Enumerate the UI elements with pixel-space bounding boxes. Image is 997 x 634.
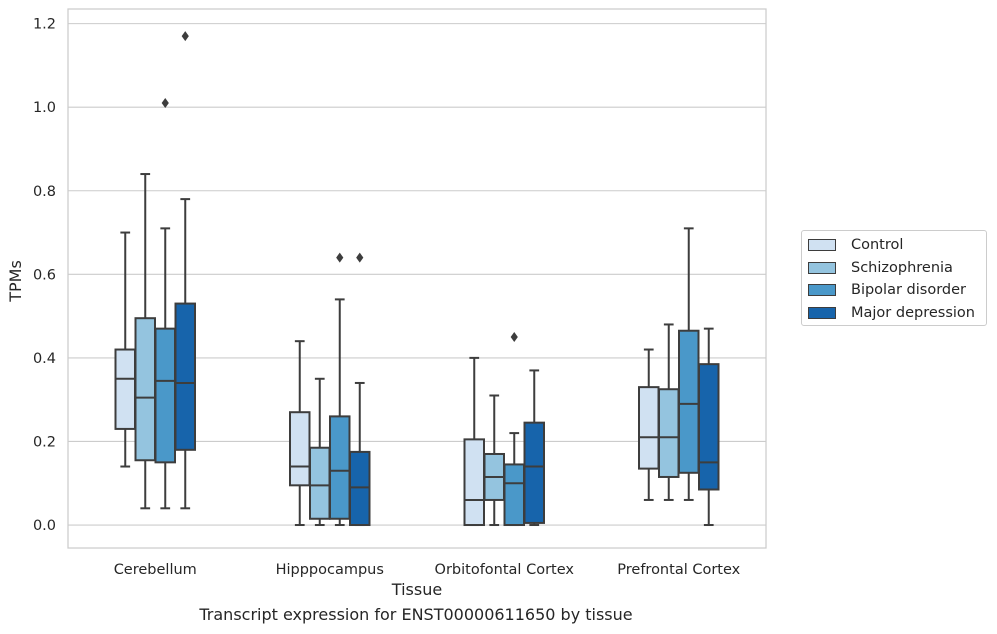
plot-frame <box>67 8 767 549</box>
box-3-2 <box>678 227 700 501</box>
box-3-0 <box>638 348 660 501</box>
y-tick-label: 0.0 <box>33 518 56 534</box>
legend-label: Bipolar disorder <box>851 282 966 298</box>
boxes <box>114 31 720 527</box>
outlier-marker <box>181 31 189 42</box>
iqr-box <box>503 463 525 527</box>
box-2-0 <box>463 356 485 527</box>
box-0-0 <box>114 231 136 468</box>
box-3-3 <box>698 327 720 527</box>
y-axis-label: TPMs <box>6 260 25 303</box>
box-1-3 <box>349 252 371 527</box>
iqr-box <box>349 450 371 527</box>
outlier-marker <box>161 98 169 109</box>
outlier-marker <box>510 331 518 342</box>
legend-swatch <box>808 239 836 251</box>
legend-item-control: Control <box>808 236 903 254</box>
box-1-1 <box>309 377 331 527</box>
iqr-box <box>309 446 331 520</box>
iqr-box <box>134 317 156 462</box>
iqr-box <box>154 327 176 464</box>
box-2-2 <box>503 331 525 527</box>
x-tick-label: Prefrontal Cortex <box>617 562 740 578</box>
box-0-3 <box>174 31 196 510</box>
box-2-3 <box>523 369 545 527</box>
y-tick-label: 0.4 <box>33 351 56 367</box>
iqr-box <box>638 386 660 470</box>
outlier-marker <box>336 252 344 263</box>
y-tick-label: 0.8 <box>33 184 56 200</box>
iqr-box <box>329 415 351 520</box>
legend: Control Schizophrenia Bipolar disorder M… <box>801 230 987 326</box>
legend-item-major-depression: Major depression <box>808 304 975 322</box>
iqr-box <box>463 438 485 527</box>
box-3-1 <box>658 323 680 501</box>
iqr-box <box>114 348 136 430</box>
iqr-box <box>523 421 545 524</box>
iqr-box <box>658 388 680 478</box>
x-tick-labels: Cerebellum Hipppocampus Orbitofontal Corte… <box>114 562 741 578</box>
legend-swatch <box>808 284 836 296</box>
y-tick-label: 1.2 <box>33 17 56 33</box>
legend-label: Schizophrenia <box>851 260 953 276</box>
legend-label: Major depression <box>851 305 975 321</box>
legend-item-schizophrenia: Schizophrenia <box>808 259 953 277</box>
legend-swatch <box>808 262 836 274</box>
y-tick-label: 0.2 <box>33 434 56 450</box>
y-tick-label: 1.0 <box>33 100 56 116</box>
legend-item-bipolar-disorder: Bipolar disorder <box>808 281 966 299</box>
iqr-box <box>289 411 311 487</box>
box-1-2 <box>329 252 351 527</box>
chart-caption: Transcript expression for ENST0000061165… <box>199 605 633 624</box>
legend-swatch <box>808 307 836 319</box>
box-0-2 <box>154 98 176 510</box>
x-axis-label: Tissue <box>391 580 442 599</box>
y-tick-labels: 0.0 0.2 0.4 0.6 0.8 1.0 1.2 <box>33 17 56 534</box>
box-0-1 <box>134 173 156 510</box>
box-2-1 <box>483 394 505 527</box>
x-tick-label: Hipppocampus <box>276 562 384 578</box>
x-tick-label: Orbitofontal Cortex <box>435 562 575 578</box>
legend-label: Control <box>851 237 904 253</box>
iqr-box <box>698 363 720 491</box>
box-1-0 <box>289 340 311 527</box>
x-tick-label: Cerebellum <box>114 562 197 578</box>
outlier-marker <box>356 252 364 263</box>
iqr-box <box>174 302 196 451</box>
y-tick-label: 0.6 <box>33 267 56 283</box>
iqr-box <box>678 329 700 474</box>
